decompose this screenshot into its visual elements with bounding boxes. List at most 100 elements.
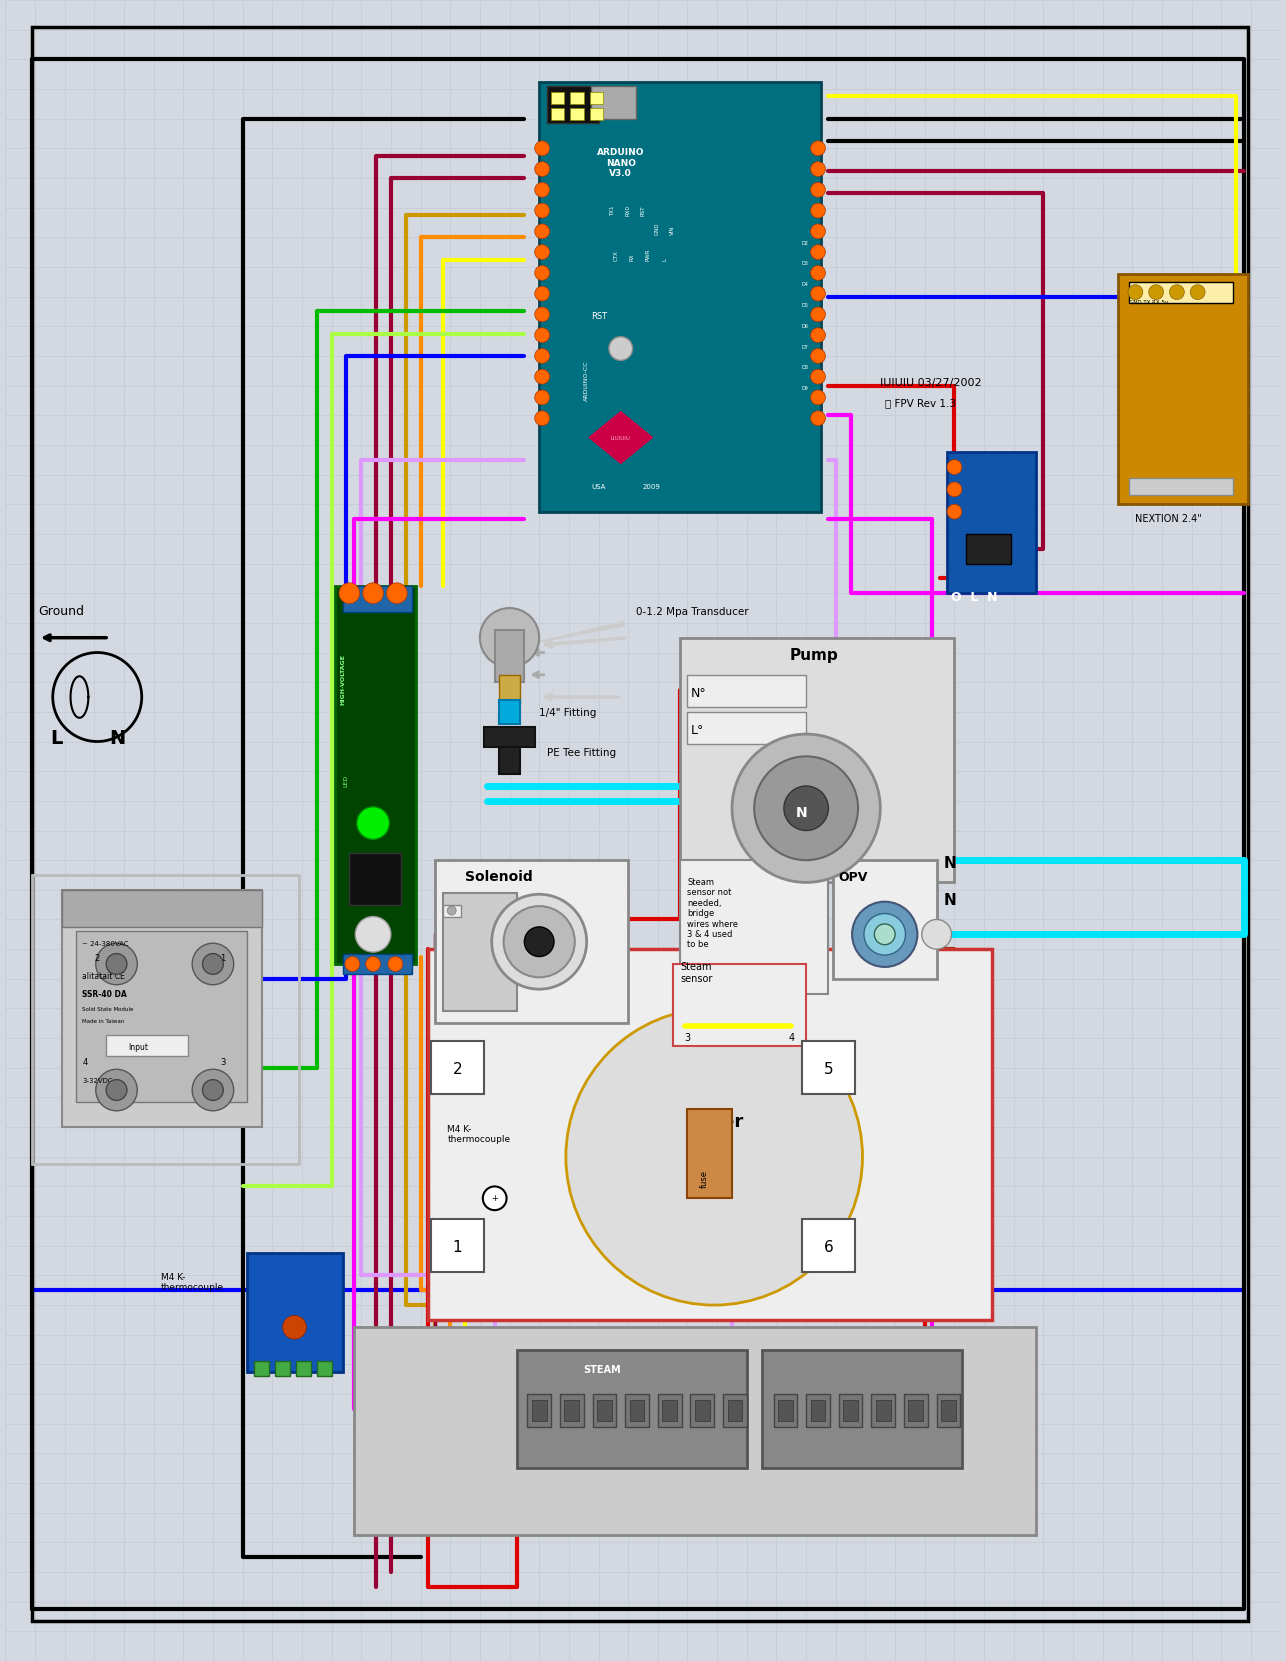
Text: M4 K-
thermocouple: M4 K- thermocouple bbox=[448, 1124, 511, 1144]
Text: 1/4" Fitting: 1/4" Fitting bbox=[539, 708, 597, 718]
Text: D3: D3 bbox=[801, 261, 809, 266]
FancyBboxPatch shape bbox=[495, 630, 525, 683]
FancyBboxPatch shape bbox=[688, 1110, 732, 1198]
FancyBboxPatch shape bbox=[658, 1394, 682, 1427]
FancyBboxPatch shape bbox=[589, 91, 603, 103]
FancyBboxPatch shape bbox=[343, 953, 412, 975]
Circle shape bbox=[340, 583, 360, 603]
Circle shape bbox=[356, 807, 390, 839]
Text: IUIUIU 03/27/2002: IUIUIU 03/27/2002 bbox=[881, 377, 983, 387]
Circle shape bbox=[874, 924, 895, 945]
Circle shape bbox=[202, 953, 224, 975]
Circle shape bbox=[784, 786, 828, 830]
FancyBboxPatch shape bbox=[517, 1349, 747, 1468]
FancyBboxPatch shape bbox=[904, 1394, 927, 1427]
Circle shape bbox=[864, 914, 905, 955]
FancyBboxPatch shape bbox=[107, 1035, 188, 1056]
Text: N: N bbox=[944, 855, 957, 870]
FancyBboxPatch shape bbox=[593, 1394, 616, 1427]
Circle shape bbox=[535, 307, 549, 322]
Circle shape bbox=[810, 266, 826, 281]
Circle shape bbox=[355, 917, 391, 952]
Text: 0-1.2 Mpa Transducer: 0-1.2 Mpa Transducer bbox=[635, 608, 748, 618]
Text: D8: D8 bbox=[801, 365, 809, 370]
Circle shape bbox=[535, 327, 549, 342]
Text: Input: Input bbox=[129, 1043, 148, 1051]
Text: 2009: 2009 bbox=[643, 485, 661, 490]
FancyBboxPatch shape bbox=[872, 1394, 895, 1427]
Circle shape bbox=[1191, 284, 1205, 299]
Circle shape bbox=[1148, 284, 1164, 299]
Text: SSR-40 DA: SSR-40 DA bbox=[82, 990, 127, 998]
Circle shape bbox=[810, 349, 826, 364]
FancyBboxPatch shape bbox=[723, 1394, 747, 1427]
Circle shape bbox=[283, 1316, 306, 1339]
Circle shape bbox=[810, 141, 826, 156]
Circle shape bbox=[363, 583, 383, 603]
Text: 3-32VDC: 3-32VDC bbox=[82, 1078, 113, 1083]
FancyBboxPatch shape bbox=[876, 1400, 891, 1420]
FancyBboxPatch shape bbox=[570, 108, 584, 120]
Circle shape bbox=[482, 1186, 507, 1211]
FancyBboxPatch shape bbox=[941, 1400, 955, 1420]
Text: 4: 4 bbox=[788, 1033, 795, 1043]
FancyBboxPatch shape bbox=[801, 1219, 855, 1272]
Text: RX: RX bbox=[630, 252, 635, 261]
FancyBboxPatch shape bbox=[62, 890, 262, 1128]
FancyBboxPatch shape bbox=[350, 852, 401, 905]
FancyBboxPatch shape bbox=[570, 91, 584, 103]
Text: L: L bbox=[662, 257, 667, 261]
FancyBboxPatch shape bbox=[1129, 282, 1233, 302]
FancyBboxPatch shape bbox=[694, 1400, 710, 1420]
FancyBboxPatch shape bbox=[499, 699, 520, 724]
Circle shape bbox=[608, 337, 633, 360]
Text: 5: 5 bbox=[823, 1061, 833, 1076]
FancyBboxPatch shape bbox=[296, 1362, 311, 1377]
FancyBboxPatch shape bbox=[532, 1400, 547, 1420]
Circle shape bbox=[535, 369, 549, 384]
FancyBboxPatch shape bbox=[255, 1362, 269, 1377]
Circle shape bbox=[535, 224, 549, 239]
FancyBboxPatch shape bbox=[662, 1400, 678, 1420]
Circle shape bbox=[202, 1080, 224, 1101]
Text: 3: 3 bbox=[220, 1058, 226, 1066]
Circle shape bbox=[810, 183, 826, 198]
Circle shape bbox=[810, 286, 826, 301]
Text: alitatait CE: alitatait CE bbox=[82, 972, 125, 980]
FancyBboxPatch shape bbox=[946, 452, 1037, 593]
Text: LED: LED bbox=[343, 774, 349, 787]
Text: RST: RST bbox=[592, 312, 607, 321]
Circle shape bbox=[535, 410, 549, 425]
FancyBboxPatch shape bbox=[625, 1394, 649, 1427]
Circle shape bbox=[853, 902, 917, 967]
Text: fuse: fuse bbox=[700, 1171, 709, 1188]
Circle shape bbox=[535, 266, 549, 281]
Text: 🖥 FPV Rev 1.3: 🖥 FPV Rev 1.3 bbox=[885, 399, 955, 409]
Text: USA: USA bbox=[592, 485, 606, 490]
Circle shape bbox=[1169, 284, 1184, 299]
Text: D9: D9 bbox=[801, 385, 809, 390]
Text: N: N bbox=[109, 729, 125, 749]
Text: N: N bbox=[796, 806, 808, 821]
FancyBboxPatch shape bbox=[592, 86, 635, 118]
Text: Made in Taiwan: Made in Taiwan bbox=[82, 1020, 125, 1025]
FancyBboxPatch shape bbox=[773, 1394, 797, 1427]
FancyBboxPatch shape bbox=[761, 1349, 962, 1468]
Text: Boiler: Boiler bbox=[684, 1113, 743, 1131]
FancyBboxPatch shape bbox=[966, 533, 1011, 563]
Circle shape bbox=[732, 734, 881, 882]
Circle shape bbox=[535, 349, 549, 364]
Text: N°: N° bbox=[691, 688, 706, 699]
FancyBboxPatch shape bbox=[539, 81, 820, 512]
Text: Steam
sensor: Steam sensor bbox=[680, 962, 712, 983]
Text: Steam
sensor not
needed,
bridge
wires where
3 & 4 used
to be: Steam sensor not needed, bridge wires wh… bbox=[688, 879, 738, 950]
Circle shape bbox=[810, 244, 826, 259]
FancyBboxPatch shape bbox=[275, 1362, 291, 1377]
FancyBboxPatch shape bbox=[428, 948, 992, 1320]
Circle shape bbox=[810, 307, 826, 322]
Text: OPV: OPV bbox=[838, 870, 868, 884]
Text: GND: GND bbox=[655, 223, 660, 236]
FancyBboxPatch shape bbox=[680, 860, 828, 993]
FancyBboxPatch shape bbox=[1129, 478, 1233, 495]
Text: VIN: VIN bbox=[670, 226, 675, 236]
